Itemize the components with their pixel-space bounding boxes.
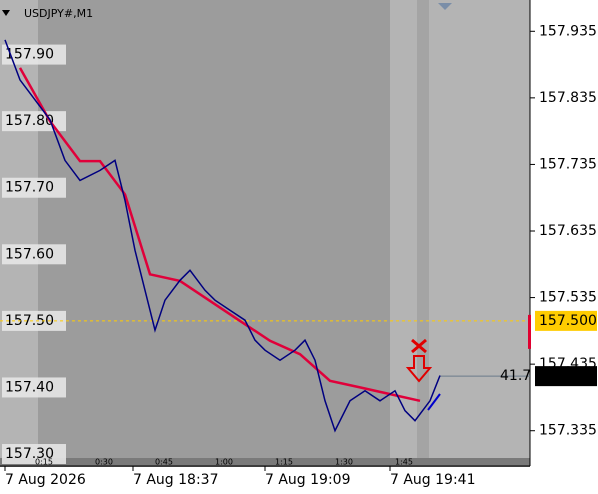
price-label: 157.50 <box>5 313 54 329</box>
y-tick-label: 157.635 <box>539 223 597 239</box>
x-tick-label: 0:45 <box>155 458 173 467</box>
date-label: 7 Aug 19:09 <box>265 472 351 488</box>
time-strip <box>0 458 530 467</box>
x-tick-label: 1:30 <box>335 458 353 467</box>
x-tick-label: 0:30 <box>95 458 113 467</box>
price-label-box <box>2 444 66 465</box>
y-tick-label: 157.535 <box>539 290 597 306</box>
spread-label: 41.7 <box>500 368 531 384</box>
price-label: 157.90 <box>5 47 54 63</box>
price-label-box <box>2 111 66 132</box>
date-label: 7 Aug 2026 <box>5 472 86 488</box>
price-label-box <box>2 310 66 331</box>
session-band <box>417 0 429 466</box>
y-tick-label: 157.835 <box>539 90 597 106</box>
signal-line <box>427 393 441 411</box>
date-label: 7 Aug 19:41 <box>390 472 476 488</box>
level-label-box <box>535 310 597 331</box>
x-tick-label: 0:15 <box>35 458 53 467</box>
menu-arrow <box>2 10 10 16</box>
price-label-box <box>2 377 66 398</box>
price-label-box <box>2 177 66 198</box>
y-tick-label: 157.335 <box>539 423 597 439</box>
y-tick-label: 157.735 <box>539 156 597 172</box>
level-label: 157.500 <box>539 313 597 329</box>
sell-arrow <box>405 355 433 383</box>
price-label: 157.60 <box>5 246 54 262</box>
price-label: 157.30 <box>5 446 54 462</box>
session-band <box>390 0 530 466</box>
date-label: 7 Aug 18:37 <box>133 472 219 488</box>
x-tick-label: 1:15 <box>275 458 293 467</box>
shift-marker <box>438 3 452 10</box>
x-tick-label: 1:00 <box>215 458 233 467</box>
current-label-box <box>535 366 597 387</box>
series-line <box>18 67 421 403</box>
price-label: 157.40 <box>5 379 54 395</box>
current-label: 157.417 <box>539 368 597 384</box>
chart-title: USDJPY#,M1 <box>24 7 93 20</box>
level-marker <box>528 314 531 349</box>
y-tick-label: 157.935 <box>539 23 597 39</box>
price-label-box <box>2 244 66 265</box>
price-label-box <box>2 44 66 65</box>
price-label: 157.70 <box>5 180 54 196</box>
price-label: 157.80 <box>5 113 54 129</box>
close-mark <box>411 338 427 354</box>
x-tick-label: 1:45 <box>395 458 413 467</box>
series-line <box>4 39 441 433</box>
